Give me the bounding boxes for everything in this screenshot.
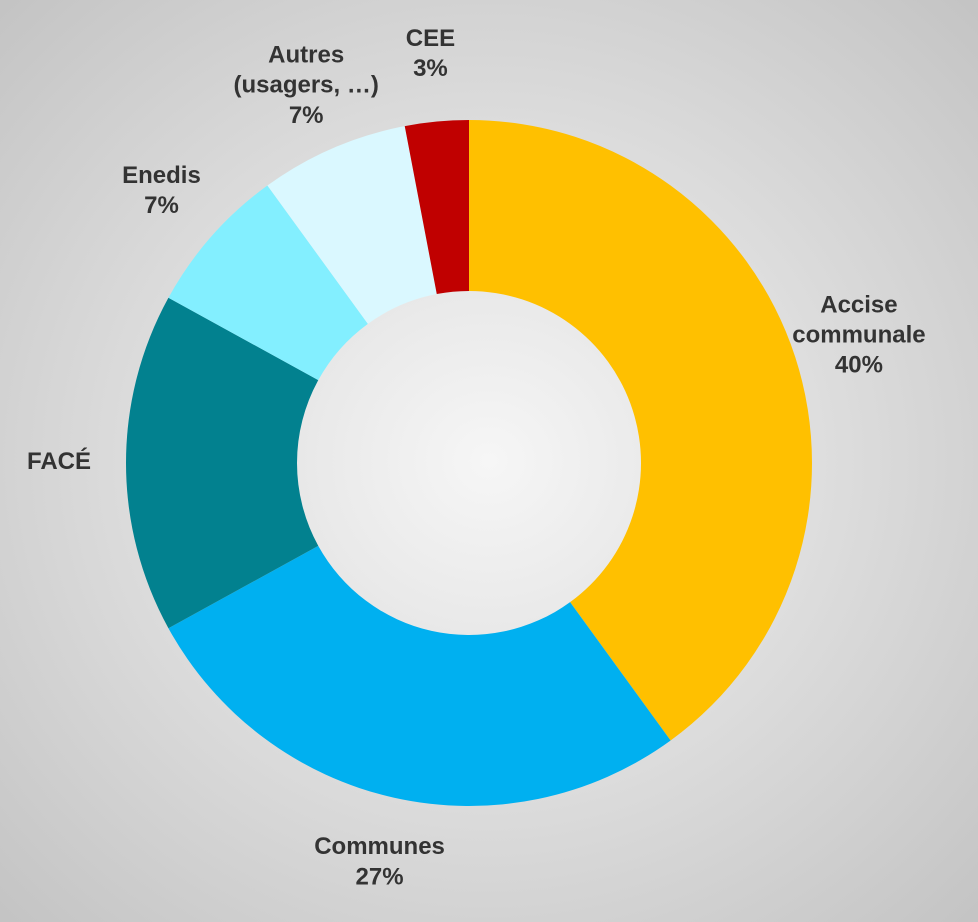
category-label: Accise communale <box>792 292 925 349</box>
donut-segment <box>125 297 319 629</box>
value-label: 27% <box>356 863 404 890</box>
value-label: 40% <box>835 352 883 379</box>
category-label-line: communale <box>792 322 925 349</box>
category-label-line: FACÉ <box>27 447 91 475</box>
value-label: 7% <box>289 102 324 129</box>
category-label: Communes <box>314 833 445 860</box>
donut-segment <box>469 120 813 741</box>
category-label-line: CEE <box>406 25 455 52</box>
donut-segment <box>168 545 671 807</box>
category-label: Enedis <box>122 162 201 189</box>
donut-segment <box>404 120 469 295</box>
value-label: 7% <box>144 192 179 219</box>
category-label: CEE <box>406 25 455 52</box>
category-label-line: Accise <box>820 292 897 319</box>
category-label: Autres (usagers, …) <box>233 42 378 99</box>
value-label: 3% <box>413 55 448 82</box>
donut-segment <box>267 126 437 324</box>
category-label-line: Communes <box>314 833 445 860</box>
category-label: FACÉ <box>27 447 91 475</box>
category-label-line: Enedis <box>122 162 201 189</box>
category-label-line: Autres <box>268 42 344 69</box>
donut-segment <box>168 185 368 381</box>
category-label-line: (usagers, …) <box>233 72 378 99</box>
